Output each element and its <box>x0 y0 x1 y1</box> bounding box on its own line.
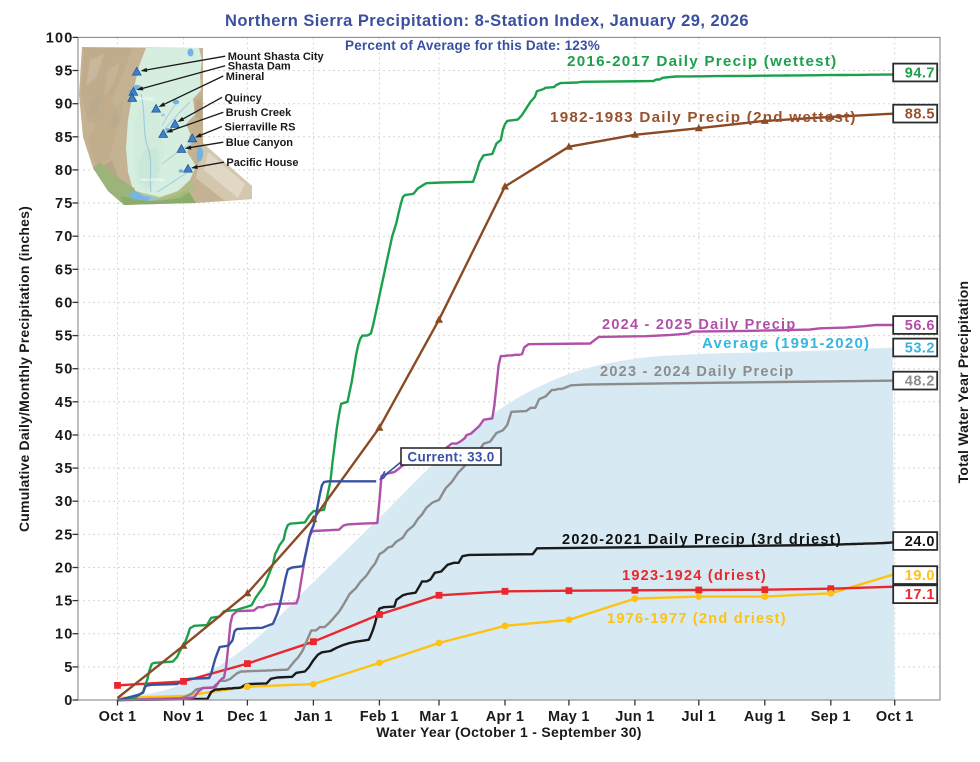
svg-text:Jul 1: Jul 1 <box>682 709 717 725</box>
svg-text:Jan 1: Jan 1 <box>294 709 333 725</box>
svg-text:2023 - 2024 Daily Precip: 2023 - 2024 Daily Precip <box>600 364 794 380</box>
svg-text:Dec 1: Dec 1 <box>227 709 267 725</box>
svg-text:30: 30 <box>55 494 74 510</box>
svg-text:Water Year (October 1 - Septem: Water Year (October 1 - September 30) <box>376 724 642 740</box>
svg-text:Brush Creek: Brush Creek <box>226 107 292 119</box>
svg-text:70: 70 <box>55 229 74 245</box>
svg-text:Sacramento: Sacramento <box>140 177 165 182</box>
svg-text:Redding: Redding <box>137 96 154 101</box>
svg-text:100: 100 <box>46 30 74 46</box>
svg-text:53.2: 53.2 <box>905 341 935 357</box>
svg-text:Northern Sierra Precipitation:: Northern Sierra Precipitation: 8-Station… <box>225 12 749 30</box>
svg-text:40: 40 <box>55 428 74 444</box>
svg-text:2020-2021 Daily Precip (3rd dr: 2020-2021 Daily Precip (3rd driest) <box>562 532 842 548</box>
svg-text:Average (1991-2020): Average (1991-2020) <box>702 335 870 352</box>
svg-text:Oct 1: Oct 1 <box>99 709 137 725</box>
svg-text:Nov 1: Nov 1 <box>163 709 204 725</box>
svg-text:20: 20 <box>55 561 74 577</box>
svg-text:85: 85 <box>55 130 74 146</box>
svg-text:Pacific House: Pacific House <box>226 157 298 169</box>
svg-text:Sierraville RS: Sierraville RS <box>225 122 296 134</box>
svg-text:Percent of Average for this Da: Percent of Average for this Date: 123% <box>345 38 600 53</box>
svg-text:Cumulative Daily/Monthly Preci: Cumulative Daily/Monthly Precipitation (… <box>16 206 32 532</box>
svg-text:May 1: May 1 <box>548 709 590 725</box>
svg-text:Aug 1: Aug 1 <box>744 709 786 725</box>
svg-text:65: 65 <box>55 262 74 278</box>
svg-text:19.0: 19.0 <box>905 568 935 584</box>
svg-text:45: 45 <box>55 395 74 411</box>
svg-text:48.2: 48.2 <box>905 374 935 390</box>
svg-text:15: 15 <box>55 594 74 610</box>
svg-text:Blue Canyon: Blue Canyon <box>226 137 294 149</box>
svg-text:25: 25 <box>55 527 74 543</box>
svg-text:5: 5 <box>64 660 73 676</box>
svg-text:Feb 1: Feb 1 <box>360 709 399 725</box>
svg-text:Sep 1: Sep 1 <box>811 709 851 725</box>
svg-text:50: 50 <box>55 362 74 378</box>
svg-text:2016-2017 Daily Precip (wettes: 2016-2017 Daily Precip (wettest) <box>567 53 837 70</box>
svg-text:Apr 1: Apr 1 <box>486 709 525 725</box>
svg-text:Shasta Dam: Shasta Dam <box>228 61 291 73</box>
svg-text:Mar 1: Mar 1 <box>419 709 458 725</box>
svg-text:0: 0 <box>64 693 73 709</box>
svg-text:Total Water Year Precipitation: Total Water Year Precipitation <box>955 281 971 484</box>
svg-text:Current: 33.0: Current: 33.0 <box>407 450 494 465</box>
svg-text:24.0: 24.0 <box>905 534 935 550</box>
svg-text:Quincy: Quincy <box>225 92 263 104</box>
svg-text:Oct 1: Oct 1 <box>876 709 914 725</box>
svg-text:Mount Shasta City: Mount Shasta City <box>228 51 325 63</box>
svg-text:1976-1977 (2nd driest): 1976-1977 (2nd driest) <box>607 611 787 627</box>
svg-text:80: 80 <box>55 163 74 179</box>
svg-text:56.6: 56.6 <box>905 318 935 334</box>
svg-text:88.5: 88.5 <box>905 107 935 123</box>
svg-text:55: 55 <box>55 329 74 345</box>
svg-text:Jun 1: Jun 1 <box>615 709 654 725</box>
svg-text:60: 60 <box>55 295 74 311</box>
svg-text:95: 95 <box>55 64 74 80</box>
svg-text:1982-1983 Daily Precip (2nd we: 1982-1983 Daily Precip (2nd wettest) <box>550 109 857 126</box>
svg-text:2024 - 2025 Daily Precip: 2024 - 2025 Daily Precip <box>602 317 796 333</box>
svg-text:1923-1924 (driest): 1923-1924 (driest) <box>622 568 767 584</box>
svg-text:35: 35 <box>55 461 74 477</box>
svg-text:10: 10 <box>55 627 74 643</box>
svg-text:90: 90 <box>55 97 74 113</box>
svg-text:75: 75 <box>55 196 74 212</box>
svg-text:17.1: 17.1 <box>905 587 935 603</box>
svg-text:Mineral: Mineral <box>226 71 265 83</box>
svg-text:94.7: 94.7 <box>905 66 935 82</box>
